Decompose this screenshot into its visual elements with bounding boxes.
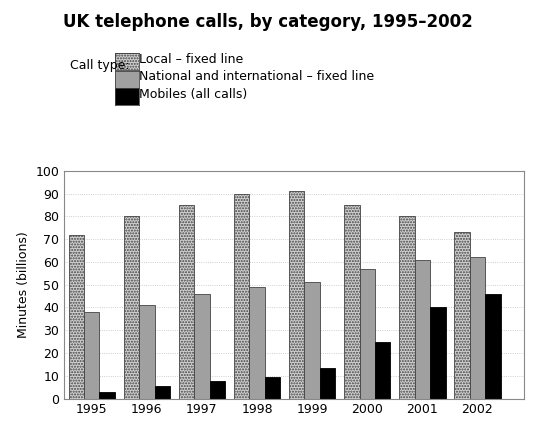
Bar: [470, 258, 485, 399]
Text: UK telephone calls, by category, 1995–2002: UK telephone calls, by category, 1995–20…: [63, 13, 472, 31]
Bar: [155, 386, 170, 399]
Bar: [210, 381, 225, 399]
Bar: [485, 294, 501, 399]
Bar: [139, 305, 155, 399]
Bar: [289, 191, 304, 399]
Bar: [194, 294, 210, 399]
Y-axis label: Minutes (billions): Minutes (billions): [17, 231, 30, 338]
Bar: [179, 205, 194, 399]
Bar: [415, 260, 430, 399]
Bar: [124, 216, 139, 399]
Text: Local – fixed line: Local – fixed line: [139, 53, 243, 66]
Bar: [234, 194, 249, 399]
Bar: [454, 232, 470, 399]
Bar: [320, 368, 335, 399]
Bar: [249, 287, 265, 399]
Text: National and international – fixed line: National and international – fixed line: [139, 70, 374, 83]
Bar: [84, 312, 100, 399]
Bar: [304, 283, 320, 399]
Bar: [375, 342, 391, 399]
Bar: [68, 235, 84, 399]
Bar: [399, 216, 415, 399]
Text: Mobiles (all calls): Mobiles (all calls): [139, 88, 247, 101]
Bar: [360, 269, 375, 399]
Bar: [430, 307, 446, 399]
Bar: [100, 392, 115, 399]
Text: Call type:: Call type:: [70, 59, 129, 72]
Bar: [265, 377, 280, 399]
Bar: [344, 205, 360, 399]
